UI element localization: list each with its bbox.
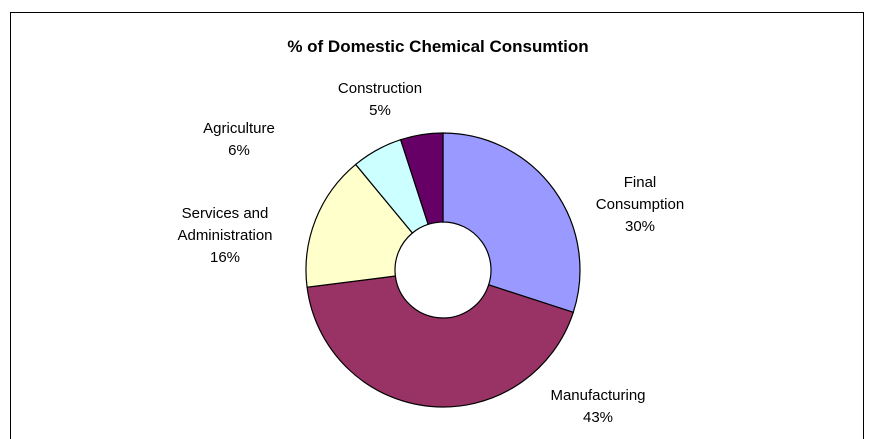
value-label: 16% — [209, 249, 241, 266]
slice — [442, 132, 581, 314]
category-label: Services and Administration — [177, 205, 273, 244]
slice-label: Final Consumption 30% — [580, 172, 700, 238]
slice — [306, 275, 575, 408]
value-label: 43% — [582, 409, 614, 426]
slice-label: Agriculture 6% — [179, 118, 299, 162]
value-label: 5% — [369, 102, 391, 119]
slice — [399, 132, 444, 226]
category-label: Manufacturing — [550, 387, 646, 404]
slice-label: Construction 5% — [320, 78, 440, 122]
value-label: 30% — [624, 218, 656, 235]
chart-title: % of Domestic Chemical Consumtion — [287, 37, 588, 56]
value-label: 6% — [228, 142, 250, 159]
slice-label: Manufacturing 43% — [538, 385, 658, 429]
category-label: Construction — [337, 80, 423, 97]
category-label: Final Consumption — [595, 174, 685, 213]
category-label: Agriculture — [203, 120, 275, 137]
chart-frame — [10, 12, 864, 439]
slice — [305, 163, 414, 288]
slice-label: Services and Administration 16% — [150, 203, 300, 269]
